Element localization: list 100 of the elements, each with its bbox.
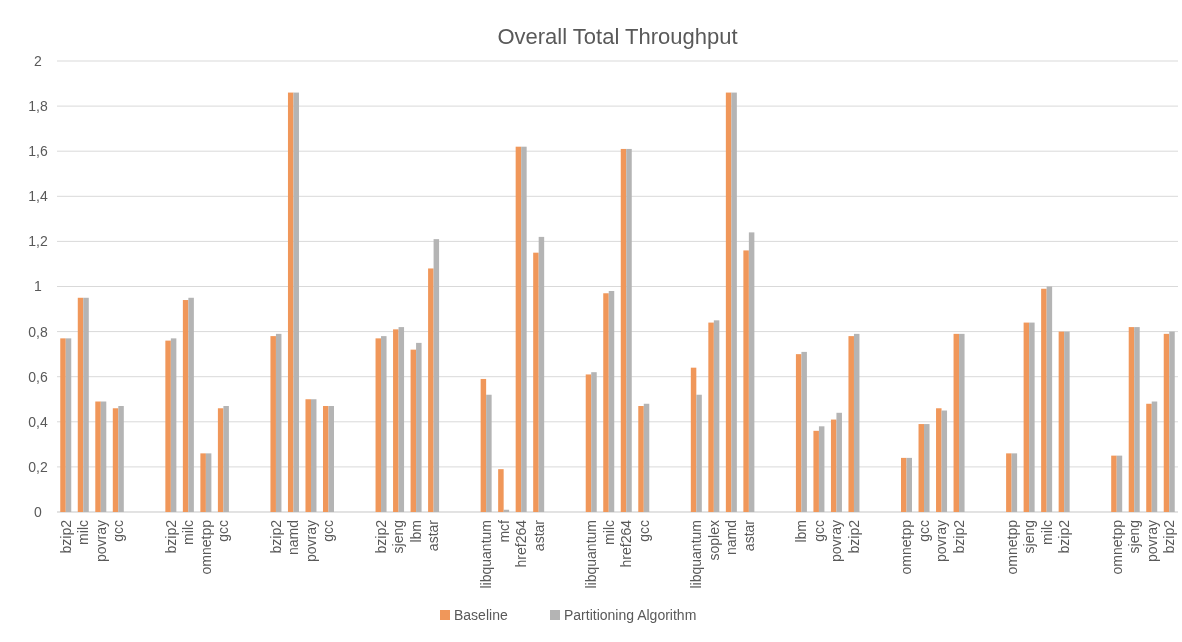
- bar: [498, 469, 504, 512]
- x-tick-label: sjeng: [1126, 520, 1143, 554]
- bar: [305, 399, 311, 512]
- bar: [287, 92, 294, 512]
- bar: [205, 453, 212, 512]
- bar: [818, 426, 825, 512]
- bar: [1064, 331, 1070, 512]
- x-tick-label: namd: [723, 520, 740, 556]
- bar: [801, 351, 807, 512]
- bar: [1029, 322, 1035, 512]
- bar: [1146, 403, 1152, 512]
- bar: [416, 342, 422, 512]
- x-tick-label: bzip2: [1161, 519, 1178, 554]
- bar: [486, 394, 492, 512]
- bar: [848, 336, 854, 512]
- bar: [813, 430, 819, 512]
- bar: [393, 329, 399, 512]
- y-tick-label: 2: [34, 52, 43, 69]
- x-tick-label: bzip2: [162, 519, 179, 554]
- bar: [275, 333, 282, 512]
- bar: [1169, 331, 1175, 512]
- bar: [65, 338, 72, 512]
- bar: [603, 293, 609, 512]
- x-tick-label: omnetpp: [1003, 519, 1020, 575]
- bar: [1041, 288, 1047, 512]
- x-tick-label: gcc: [110, 520, 127, 542]
- bar: [170, 338, 177, 512]
- bar: [100, 401, 107, 512]
- bar: [1011, 453, 1018, 512]
- x-tick-label: gcc: [915, 520, 932, 542]
- y-tick-label: 0,2: [28, 458, 48, 475]
- y-tick-label: 1,2: [28, 233, 48, 250]
- y-tick-label: 0,4: [28, 413, 48, 430]
- bar: [1046, 286, 1053, 512]
- x-tick-label: sjeng: [1021, 520, 1038, 554]
- x-tick-label: povray: [92, 520, 109, 563]
- x-tick-label: libquantum: [583, 520, 600, 589]
- bar: [713, 320, 720, 512]
- x-tick-label: gcc: [635, 520, 652, 542]
- x-tick-label: milc: [75, 520, 92, 545]
- bar: [1128, 327, 1135, 512]
- x-tick-label: astar: [425, 519, 442, 552]
- bar: [725, 92, 732, 512]
- x-tick-label: namd: [285, 520, 302, 556]
- bar: [200, 453, 206, 512]
- bar: [591, 372, 597, 512]
- bar: [328, 406, 334, 512]
- x-tick-label: bzip2: [1056, 519, 1073, 554]
- bar: [322, 406, 329, 512]
- bar: [293, 92, 299, 512]
- x-tick-label: bzip2: [57, 519, 74, 554]
- bar: [375, 338, 382, 512]
- x-tick-label: omnetpp: [898, 519, 915, 575]
- x-tick-label: omnetpp: [197, 519, 214, 575]
- y-tick-label: 1,4: [28, 188, 48, 205]
- bar: [538, 236, 545, 512]
- x-tick-label: sjeng: [390, 520, 407, 554]
- y-tick-label: 0,6: [28, 368, 48, 385]
- bar: [708, 322, 714, 512]
- x-tick-label: bzip2: [845, 519, 862, 554]
- x-tick-label: libquantum: [688, 520, 705, 589]
- bar: [959, 333, 965, 512]
- legend-label: Baseline: [454, 607, 508, 623]
- x-tick-label: povray: [302, 520, 319, 563]
- bar: [830, 419, 837, 512]
- bar: [188, 297, 194, 512]
- bar: [836, 412, 842, 512]
- bar: [1023, 322, 1030, 512]
- x-tick-label: povray: [1143, 520, 1160, 563]
- bar: [77, 297, 84, 512]
- x-tick-label: omnetpp: [1108, 519, 1125, 575]
- bar: [1058, 331, 1065, 512]
- bar: [748, 232, 755, 512]
- x-tick-label: gcc: [215, 520, 232, 542]
- bar: [696, 394, 702, 512]
- x-tick-label: povray: [933, 520, 950, 563]
- bar: [515, 146, 522, 512]
- bar: [638, 406, 644, 512]
- bar: [1163, 333, 1170, 512]
- x-tick-label: milc: [600, 520, 617, 545]
- y-tick-label: 0: [34, 503, 43, 520]
- bar: [83, 297, 89, 512]
- bar: [731, 92, 737, 512]
- bar: [118, 406, 124, 512]
- bar: [918, 424, 925, 512]
- bar: [608, 291, 615, 512]
- bar: [217, 408, 224, 512]
- x-tick-label: lbm: [793, 520, 810, 543]
- bar: [690, 367, 697, 512]
- bar: [433, 239, 440, 512]
- bar: [906, 457, 913, 512]
- x-tick-label: href264: [618, 519, 635, 568]
- bar: [626, 148, 632, 512]
- legend-label: Partitioning Algorithm: [564, 607, 697, 623]
- bar: [901, 457, 907, 512]
- y-tick-label: 1,8: [28, 98, 48, 114]
- x-tick-label: mcf: [495, 519, 512, 543]
- x-tick-label: bzip2: [950, 519, 967, 554]
- bar: [223, 406, 229, 512]
- x-tick-label: lbm: [407, 520, 424, 543]
